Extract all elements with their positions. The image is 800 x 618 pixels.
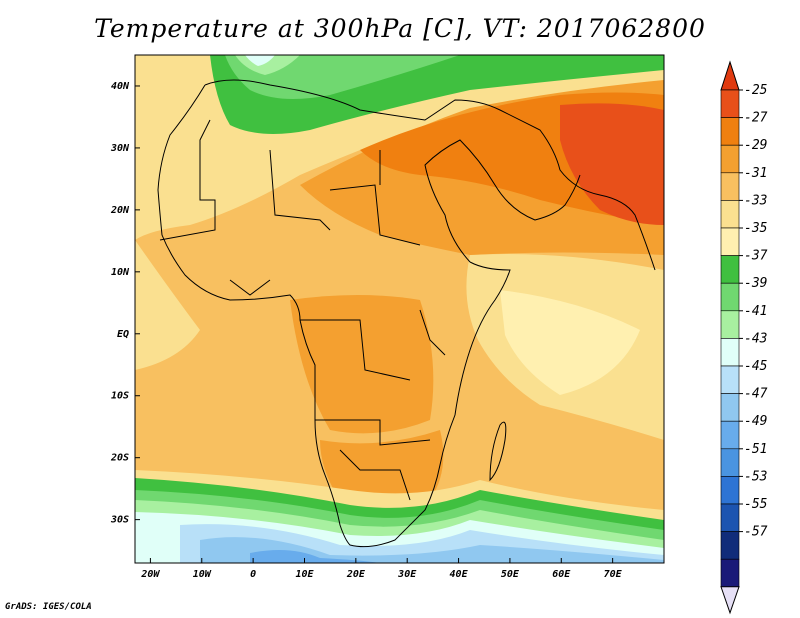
- colorbar-label: -45: [744, 359, 768, 374]
- colorbar-swatch: [720, 503, 740, 532]
- colorbar-label: -41: [744, 304, 767, 319]
- colorbar-swatch: [720, 172, 740, 201]
- x-tick-label: 0: [250, 569, 256, 580]
- x-tick-label: 30E: [397, 569, 417, 580]
- band-29-south: [320, 430, 444, 505]
- y-tick-label: 30N: [110, 143, 130, 154]
- y-tick-label: 10N: [111, 267, 130, 278]
- colorbar-top-arrow: [720, 60, 740, 91]
- colorbar-swatch: [720, 476, 740, 505]
- colorbar-swatch: [720, 531, 740, 560]
- colorbar-label: -37: [744, 249, 768, 264]
- colorbar-swatch: [720, 558, 740, 588]
- colorbar-swatch: [720, 338, 740, 367]
- chart-title: Temperature at 300hPa [C], VT: 201706280…: [94, 14, 706, 43]
- band-35-east: [500, 290, 640, 395]
- colorbar-swatch: [720, 89, 740, 118]
- colorbar-label: -25: [744, 83, 768, 98]
- colorbar-label: -55: [744, 497, 768, 512]
- band-29-central: [290, 295, 434, 434]
- band-25: [560, 103, 664, 225]
- colorbar-label: -49: [744, 414, 767, 429]
- band-33-west: [135, 240, 200, 370]
- colorbar-swatch: [720, 310, 740, 339]
- colorbar-swatch: [720, 200, 740, 229]
- colorbar-swatch: [720, 365, 740, 394]
- colorbar-swatch: [720, 420, 740, 450]
- latitude-axis: 40N 30N 20N 10N EQ 10S 20S 30S: [110, 81, 140, 526]
- colorbar-swatch: [720, 117, 740, 146]
- colorbar: -25 -27 -29 -31 -33 -35 -37 -39 -41 -43 -45 -47 -49 -…: [720, 60, 768, 615]
- colorbar-label: -39: [744, 276, 767, 291]
- y-tick-label: 30S: [110, 515, 129, 526]
- colorbar-label: -35: [744, 221, 768, 236]
- colorbar-swatch: [720, 255, 740, 284]
- y-tick-label: 20S: [110, 453, 129, 464]
- colorbar-swatch: [720, 393, 740, 422]
- map-frame: [134, 54, 665, 564]
- colorbar-label: -31: [744, 166, 767, 181]
- x-tick-label: 60E: [552, 569, 571, 580]
- x-tick-label: 70E: [604, 569, 623, 580]
- colorbar-swatch: [720, 144, 740, 174]
- colorbar-label: -57: [744, 525, 768, 540]
- colorbar-swatch: [720, 448, 740, 477]
- x-tick-label: 10W: [193, 569, 212, 580]
- coastlines: [157, 79, 656, 548]
- y-tick-label: 40N: [111, 81, 130, 92]
- longitude-axis: 20W 10W 0 10E 20E 30E 40E 50E 60E 70E: [140, 558, 623, 580]
- x-tick-label: 50E: [501, 569, 520, 580]
- x-tick-label: 10E: [295, 569, 314, 580]
- band-43-north: [245, 55, 275, 66]
- colorbar-bottom-arrow: [720, 586, 740, 615]
- colorbar-label: -27: [744, 111, 768, 126]
- x-tick-label: 20E: [346, 569, 366, 580]
- x-tick-label: 40E: [450, 569, 469, 580]
- y-tick-label: 10S: [111, 391, 129, 402]
- colorbar-label: -33: [744, 193, 767, 208]
- colorbar-label: -43: [744, 331, 767, 346]
- y-tick-label: EQ: [117, 329, 129, 340]
- temperature-field: [135, 55, 664, 563]
- y-tick-label: 20N: [110, 205, 130, 216]
- colorbar-label: -53: [744, 469, 767, 484]
- colorbar-swatch: [720, 282, 740, 312]
- colorbar-label: -51: [744, 442, 767, 457]
- colorbar-label: -29: [744, 138, 767, 153]
- footer-credit: GrADS: IGES/COLA: [5, 602, 92, 612]
- colorbar-swatch: [720, 227, 740, 256]
- colorbar-label: -47: [744, 387, 768, 402]
- x-tick-label: 20W: [140, 569, 160, 580]
- band-49-south: [250, 549, 380, 563]
